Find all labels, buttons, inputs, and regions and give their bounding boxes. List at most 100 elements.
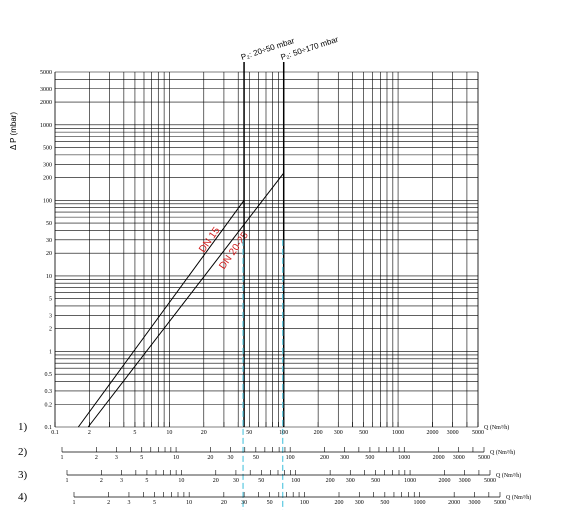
scale-tick-label: 5 (153, 500, 156, 506)
scale-tick-label: 100 (291, 478, 300, 484)
y-tick-label: 0.1 (45, 425, 53, 431)
scale-tick-label: 200 (326, 478, 335, 484)
scale-tick-label: 300 (355, 500, 364, 506)
scale-tick-label: 2000 (438, 478, 450, 484)
vertical-grid (54, 72, 479, 427)
y-tick-label: 300 (43, 162, 52, 168)
scale-tick-label: 10 (178, 478, 184, 484)
scale-tick-label: 500 (371, 478, 380, 484)
y-axis-label: Δ P (mbar) (9, 112, 18, 150)
scale-tick-label: 5 (140, 455, 143, 461)
scale-tick-label: 5000 (484, 478, 496, 484)
scale-tick-label: 1 (73, 500, 76, 506)
y-tick-labels: 0.1 0.2 0.3 0.5 1 2 3 5 10 20 30 50 100 200 300 500 1000… (40, 70, 52, 431)
scale-tick-label: 50 (258, 478, 264, 484)
scale-tick-label: 5 (145, 478, 148, 484)
horizontal-grid (54, 71, 478, 428)
y-tick-label: 0.3 (45, 389, 53, 395)
scale-tick-label: 500 (359, 430, 368, 436)
scale-tick-label: 2 (100, 478, 103, 484)
scale-tick-label: 3 (115, 455, 118, 461)
y-tick-label: 100 (43, 198, 52, 204)
scale-number: 2) (18, 446, 28, 458)
scale-unit-label: Q (Nm³/h) (496, 472, 521, 479)
y-tick-label: 5000 (40, 70, 52, 76)
scale-tick-label: 1 (61, 455, 64, 461)
scale-tick-label: 500 (365, 455, 374, 461)
y-tick-label: 30 (46, 238, 52, 244)
scale-tick-label: 100 (286, 455, 295, 461)
scale-tick-label: 50 (253, 455, 259, 461)
scale-tick-label: 2000 (448, 500, 460, 506)
y-tick-label: 20 (46, 251, 52, 257)
scale-tick-label: 1000 (404, 478, 416, 484)
scale-tick-label: 2000 (426, 430, 438, 436)
scale-tick-label: 500 (380, 500, 389, 506)
y-tick-label: 1 (49, 349, 52, 355)
scale-tick-label: 300 (340, 455, 349, 461)
series-line (87, 172, 285, 428)
scale-tick-label: 20 (221, 500, 227, 506)
series-label: DN 20-25 (217, 230, 251, 272)
y-tick-label: 200 (43, 176, 52, 182)
scale-tick-label: 5000 (478, 455, 490, 461)
scale-tick-label: 10 (173, 455, 179, 461)
scale-tick-label: 3000 (453, 455, 465, 461)
scale-tick-label: 200 (335, 500, 344, 506)
y-tick-label: 500 (43, 146, 52, 152)
scale-tick-label: 5000 (494, 500, 506, 506)
y-tick-label: 2 (49, 327, 52, 333)
scale-tick-label: 3000 (447, 430, 459, 436)
scale-tick-label: 1 (66, 478, 69, 484)
y-tick-label: 10 (46, 274, 52, 280)
scale-tick-label: 2 (107, 500, 110, 506)
scale-tick-label: 20 (201, 430, 207, 436)
scale-tick-label: 20 (213, 478, 219, 484)
scale-tick-label: 2 (88, 430, 91, 436)
y-tick-label: 0.2 (45, 402, 53, 408)
scale-tick-label: 300 (334, 430, 343, 436)
flow-scales: 1) 0.1 2 5 10 20 50 100 200 300 500 1000 2000 3000 500… (18, 421, 531, 506)
scale-tick-label: 300 (346, 478, 355, 484)
scale-tick-label: 2000 (433, 455, 445, 461)
scale-tick-label: 10 (166, 430, 172, 436)
series-line (77, 200, 245, 428)
scale-tick-label: 3000 (468, 500, 480, 506)
y-tick-label: 0.5 (45, 372, 53, 378)
scale-tick-label: 3 (127, 500, 130, 506)
scale-tick-label: 100 (300, 500, 309, 506)
scale-tick-label: 10 (186, 500, 192, 506)
scale-number: 3) (18, 469, 28, 481)
scale-tick-label: 20 (207, 455, 213, 461)
scale-unit-label: Q (Nm³/h) (490, 449, 515, 456)
scale-tick-label: 1000 (392, 430, 404, 436)
y-tick-label: 1000 (40, 123, 52, 129)
y-tick-label: 3 (49, 313, 52, 319)
scale-tick-label: 3 (120, 478, 123, 484)
scale-tick-label: 50 (267, 500, 273, 506)
scale-unit-label: Q (Nm³/h) (484, 424, 509, 431)
scale-tick-label: 100 (279, 430, 288, 436)
scale-tick-label: 50 (246, 430, 252, 436)
scale-tick-label: 2 (95, 455, 98, 461)
y-tick-label: 2000 (40, 100, 52, 106)
scale-tick-label: 3000 (459, 478, 471, 484)
scale-unit-label: Q (Nm³/h) (506, 494, 531, 501)
scale-tick-label: 1000 (414, 500, 426, 506)
y-tick-label: 50 (46, 221, 52, 227)
scale-tick-label: 30 (233, 478, 239, 484)
y-tick-label: 3000 (40, 87, 52, 93)
scale-tick-label: 5 (133, 430, 136, 436)
scale-tick-label: 200 (320, 455, 329, 461)
scale-tick-label: 5000 (472, 430, 484, 436)
scale-tick-label: 30 (241, 500, 247, 506)
scale-number: 4) (18, 491, 28, 503)
y-tick-label: 5 (49, 297, 52, 303)
scale-number: 1) (18, 421, 28, 433)
scale-tick-label: 200 (314, 430, 323, 436)
scale-tick-label: 1000 (398, 455, 410, 461)
scale-tick-label: 30 (228, 455, 234, 461)
